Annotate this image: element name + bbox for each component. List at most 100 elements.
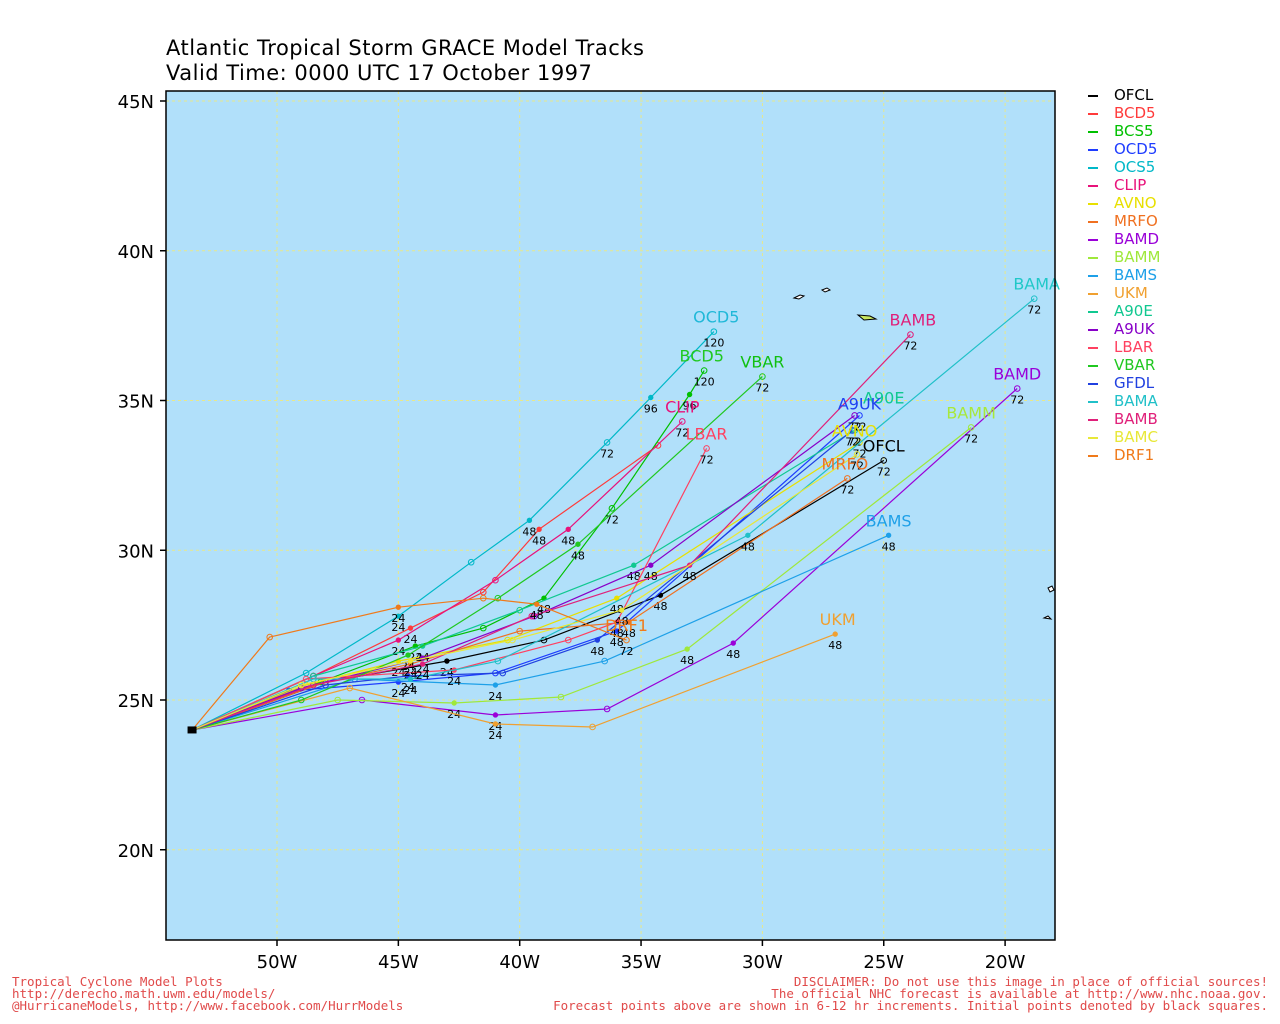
forecast-hour-label: 48 <box>644 570 658 583</box>
forecast-point <box>575 541 581 547</box>
legend-swatch <box>1088 148 1098 151</box>
model-end-label: VBAR <box>740 353 784 372</box>
footer-line: @HurricaneModels, http://www.facebook.co… <box>12 998 404 1013</box>
model-end-label: CLIP <box>665 397 700 416</box>
y-tick-label: 20N <box>118 841 154 862</box>
forecast-hour-label: 48 <box>726 648 740 661</box>
forecast-hour-label: 48 <box>610 636 624 649</box>
track-line <box>191 453 858 731</box>
forecast-hour-label: 48 <box>680 654 694 667</box>
forecast-point <box>564 636 572 644</box>
model-end-label: BCD5 <box>680 347 724 366</box>
forecast-point <box>297 681 305 689</box>
forecast-point <box>614 595 620 601</box>
model-end-label: A9UK <box>838 394 882 413</box>
forecast-hour-label: 72 <box>1027 304 1041 317</box>
track-line <box>191 370 705 731</box>
forecast-point <box>536 526 542 532</box>
forecast-hour-label: 96 <box>683 400 697 413</box>
model-end-label: UKM <box>820 610 856 629</box>
x-tick-label: 50W <box>257 952 298 973</box>
model-end-label: MRFO <box>822 454 869 473</box>
forecast-point <box>467 558 475 566</box>
forecast-hour-label: 72 <box>850 459 864 472</box>
forecast-hour-label: 48 <box>882 540 896 553</box>
forecast-hour-label: 24 <box>401 681 415 694</box>
legend-item-a90e: A90E <box>1088 302 1160 320</box>
forecast-point <box>700 367 708 374</box>
footer-credits: Tropical Cyclone Model Plots http://dere… <box>12 975 404 1013</box>
legend-swatch <box>1088 454 1098 457</box>
map-frame <box>165 90 1056 941</box>
forecast-point <box>880 457 888 464</box>
y-tick-label: 45N <box>118 92 154 113</box>
x-tick-label: 20W <box>985 952 1026 973</box>
forecast-point <box>444 658 450 664</box>
legend: OFCL BCD5 BCS5 OCD5 OCS5 CLIP AVNO MRFO BAMD BAMM… <box>1088 86 1160 464</box>
forecast-hour-label: 24 <box>391 687 405 700</box>
model-tracks: 2448722448244872961202448722448729612024… <box>191 295 1041 742</box>
forecast-point <box>631 562 637 568</box>
legend-label: BAMC <box>1114 428 1158 446</box>
forecast-hour-label: 24 <box>403 684 417 697</box>
legend-item-bamc: BAMC <box>1088 428 1160 446</box>
forecast-point <box>684 646 690 652</box>
legend-label: BAMS <box>1114 266 1158 284</box>
legend-label: LBAR <box>1114 338 1154 356</box>
forecast-point <box>603 705 611 713</box>
forecast-point <box>594 637 601 643</box>
legend-item-ukm: UKM <box>1088 284 1160 302</box>
forecast-point <box>745 532 751 538</box>
y-tick-label: 35N <box>118 392 154 413</box>
footer-link[interactable]: http://derecho.math.uwm.edu/models/ <box>12 986 276 1001</box>
forecast-point <box>730 640 736 646</box>
forecast-point <box>419 661 426 667</box>
legend-label: OCD5 <box>1114 140 1158 158</box>
azores-islands <box>792 287 1055 620</box>
forecast-point <box>557 693 565 701</box>
legend-label: BCD5 <box>1114 104 1156 122</box>
forecast-hour-label: 72 <box>903 340 917 353</box>
y-tick-label: 40N <box>118 242 154 263</box>
forecast-point <box>648 562 654 568</box>
forecast-point <box>885 532 892 538</box>
legend-label: GFDL <box>1114 374 1155 392</box>
forecast-hour-label: 48 <box>622 627 636 640</box>
legend-item-ocd5: OCD5 <box>1088 140 1160 158</box>
forecast-hour-label: 24 <box>403 666 417 679</box>
valid-time: Valid Time: 0000 UTC 17 October 1997 <box>166 61 593 85</box>
forecast-point <box>856 412 863 419</box>
forecast-point <box>601 657 608 665</box>
track-bamd: 24 48 72 <box>191 385 1024 733</box>
forecast-point <box>686 391 693 398</box>
legend-swatch <box>1088 292 1098 295</box>
legend-swatch <box>1088 220 1098 223</box>
forecast-point <box>492 576 499 584</box>
forecast-hour-label: 48 <box>828 639 842 652</box>
forecast-point <box>759 373 766 380</box>
x-tick-label: 40W <box>499 952 540 973</box>
legend-swatch <box>1088 202 1098 205</box>
forecast-hour-label: 48 <box>653 600 667 613</box>
forecast-hour-label: 48 <box>530 609 544 622</box>
legend-item-bcd5: BCD5 <box>1088 104 1160 122</box>
forecast-hour-label: 24 <box>440 666 454 679</box>
legend-item-drf1: DRF1 <box>1088 446 1160 464</box>
forecast-point <box>565 526 571 532</box>
x-tick-label: 25W <box>863 952 904 973</box>
forecast-hour-label: 24 <box>447 708 461 721</box>
legend-swatch <box>1088 436 1098 439</box>
forecast-hour-label: 48 <box>532 534 546 547</box>
y-tick-label: 30N <box>118 541 154 562</box>
forecast-point <box>407 625 414 631</box>
forecast-hour-label: 72 <box>1010 394 1024 407</box>
legend-swatch <box>1088 94 1098 97</box>
forecast-hour-label: 48 <box>610 627 624 640</box>
forecast-point <box>492 712 499 718</box>
legend-swatch <box>1088 328 1098 331</box>
legend-item-bama: BAMA <box>1088 392 1160 410</box>
island <box>856 314 878 321</box>
track-line <box>191 376 763 731</box>
forecast-hour-label: 72 <box>755 382 769 395</box>
